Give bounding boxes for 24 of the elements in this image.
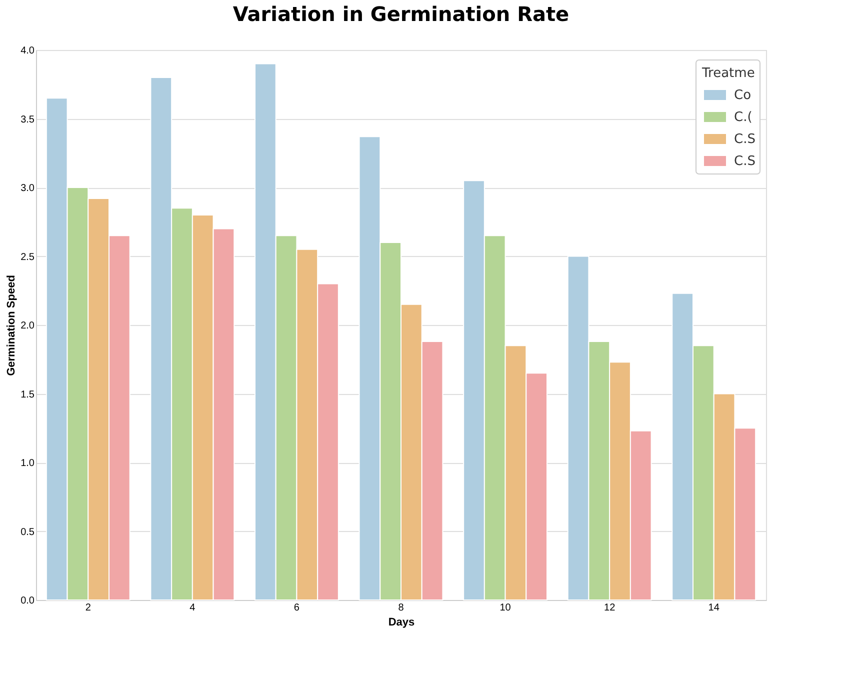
x-tick-label: 10 — [500, 602, 512, 614]
legend-title: Treatme — [701, 66, 755, 81]
x-tick-label: 2 — [85, 602, 92, 614]
y-tick-label: 3.0 — [20, 183, 35, 194]
legend-label: C.S — [734, 154, 756, 169]
y-tick-label: 1.5 — [20, 389, 35, 400]
y-tick-label: 2.0 — [20, 320, 35, 332]
y-tick-label: 1.0 — [20, 458, 35, 469]
y-tick-label: 2.5 — [20, 252, 35, 263]
x-tick-label: 14 — [708, 602, 720, 614]
x-tick-label: 4 — [190, 602, 196, 614]
y-tick-label: 0.0 — [20, 596, 35, 606]
legend-label: C.( — [734, 110, 752, 125]
legend-label: Co — [734, 88, 752, 103]
y-tick-label: 3.5 — [20, 114, 35, 126]
y-tick-label: 4.0 — [20, 46, 35, 56]
x-axis-title: Days — [388, 616, 415, 628]
x-tick-label: 8 — [398, 602, 404, 614]
legend-label: C.S — [734, 132, 756, 147]
chart-title: Variation in Germination Rate — [232, 2, 570, 26]
x-tick-label: 6 — [294, 602, 300, 614]
y-tick-label: 0.5 — [20, 526, 35, 538]
x-tick-label: 12 — [604, 602, 616, 614]
y-axis-title: Germination Speed — [6, 275, 18, 376]
